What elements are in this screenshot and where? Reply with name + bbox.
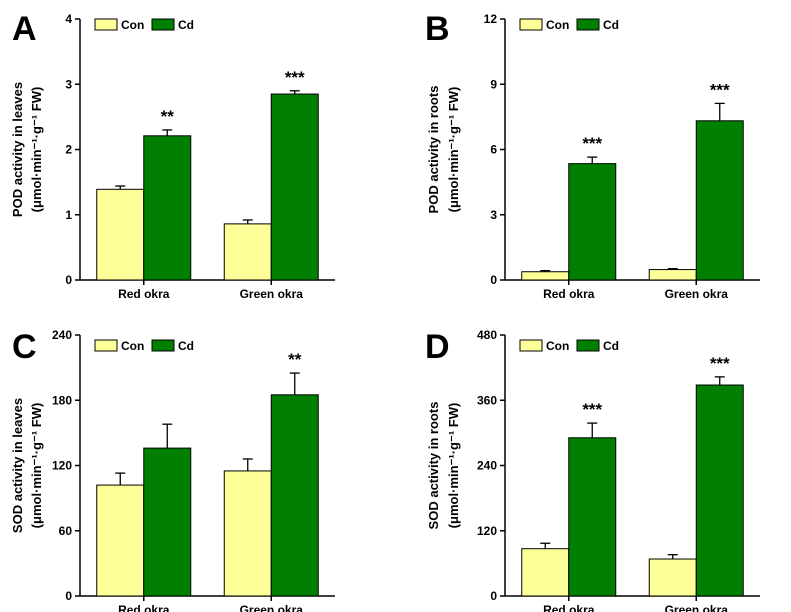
significance-marker: *** bbox=[710, 354, 730, 373]
significance-marker: *** bbox=[582, 134, 602, 153]
y-tick-label: 0 bbox=[65, 589, 72, 603]
y-tick-label: 180 bbox=[52, 393, 72, 407]
legend-label-cd: Cd bbox=[603, 339, 619, 353]
x-category-label: Green okra bbox=[240, 287, 304, 301]
y-tick-label: 6 bbox=[490, 143, 497, 157]
bar-cd-green-okra bbox=[270, 394, 319, 597]
legend-swatch-con bbox=[519, 18, 543, 31]
y-axis-label: POD activity in leaves bbox=[10, 82, 25, 217]
bar-cd-green-okra bbox=[695, 384, 744, 597]
y-axis-label: POD activity in roots bbox=[426, 86, 441, 214]
legend-label-cd: Cd bbox=[178, 339, 194, 353]
x-category-label: Red okra bbox=[118, 287, 170, 301]
panel-d: D 0 120 240 360 480 SOD activity in roots (μmol… bbox=[425, 328, 760, 612]
bar-con-red-okra bbox=[96, 188, 145, 281]
y-tick-label: 2 bbox=[65, 143, 72, 157]
y-tick-label: 240 bbox=[52, 328, 72, 342]
bar-cd-red-okra bbox=[568, 163, 617, 281]
panel-letter: C bbox=[12, 328, 37, 366]
legend-label-con: Con bbox=[546, 339, 569, 353]
legend-swatch-con bbox=[519, 339, 543, 352]
bar-cd-red-okra bbox=[143, 447, 192, 597]
y-axis-unit-label: (μmol·min⁻¹·g⁻¹ FW) bbox=[446, 87, 461, 213]
significance-marker: *** bbox=[710, 80, 730, 99]
y-tick-label: 360 bbox=[477, 393, 497, 407]
y-tick-label: 1 bbox=[65, 208, 72, 222]
x-category-label: Green okra bbox=[665, 287, 729, 301]
bar-con-green-okra bbox=[223, 223, 272, 281]
bar-con-red-okra bbox=[521, 271, 570, 281]
y-tick-label: 3 bbox=[65, 77, 72, 91]
panel-c: C 0 60 120 180 240 SOD activity in leaves (μmol… bbox=[10, 328, 335, 612]
significance-marker: *** bbox=[582, 400, 602, 419]
bar-cd-green-okra bbox=[695, 120, 744, 281]
legend-label-con: Con bbox=[121, 339, 144, 353]
panel-letter: A bbox=[12, 10, 37, 48]
panel-a: A 0 1 2 3 4 POD activity in leaves (μmol·min⁻¹·… bbox=[10, 10, 335, 301]
legend-swatch-cd bbox=[576, 18, 600, 31]
y-axis-label: SOD activity in leaves bbox=[10, 398, 25, 533]
y-tick-label: 480 bbox=[477, 328, 497, 342]
bar-cd-red-okra bbox=[143, 135, 192, 281]
y-tick-label: 0 bbox=[490, 273, 497, 287]
legend-swatch-con bbox=[94, 18, 118, 31]
y-tick-label: 0 bbox=[490, 589, 497, 603]
legend-label-con: Con bbox=[121, 18, 144, 32]
y-axis-label: SOD activity in roots bbox=[426, 402, 441, 530]
legend-label-cd: Cd bbox=[603, 18, 619, 32]
y-axis-unit-label: (μmol·min⁻¹·g⁻¹ FW) bbox=[29, 87, 44, 213]
x-category-label: Red okra bbox=[543, 287, 595, 301]
significance-marker: ** bbox=[161, 107, 175, 126]
legend-swatch-cd bbox=[151, 18, 175, 31]
y-tick-label: 120 bbox=[477, 524, 497, 538]
bar-cd-red-okra bbox=[568, 437, 617, 597]
legend-swatch-con bbox=[94, 339, 118, 352]
x-category-label: Green okra bbox=[665, 603, 729, 612]
legend-label-cd: Cd bbox=[178, 18, 194, 32]
panel-letter: B bbox=[425, 10, 450, 48]
bar-cd-green-okra bbox=[270, 93, 319, 281]
bar-con-green-okra bbox=[648, 269, 697, 281]
bar-con-green-okra bbox=[223, 470, 272, 597]
panel-letter: D bbox=[425, 328, 450, 366]
legend-swatch-cd bbox=[576, 339, 600, 352]
significance-marker: ** bbox=[288, 350, 302, 369]
x-category-label: Red okra bbox=[118, 603, 170, 612]
x-category-label: Red okra bbox=[543, 603, 595, 612]
y-tick-label: 9 bbox=[490, 77, 497, 91]
y-tick-label: 3 bbox=[490, 208, 497, 222]
y-axis-unit-label: (μmol·min⁻¹·g⁻¹ FW) bbox=[29, 403, 44, 529]
y-tick-label: 0 bbox=[65, 273, 72, 287]
y-tick-label: 4 bbox=[65, 12, 72, 26]
y-axis-unit-label: (μmol·min⁻¹·g⁻¹ FW) bbox=[446, 403, 461, 529]
legend-swatch-cd bbox=[151, 339, 175, 352]
significance-marker: *** bbox=[285, 68, 305, 87]
panel-b: B 0 3 6 9 12 POD activity in roots (μmol·min⁻¹·… bbox=[425, 10, 760, 301]
x-category-label: Green okra bbox=[240, 603, 304, 612]
bar-con-red-okra bbox=[96, 484, 145, 597]
bar-con-red-okra bbox=[521, 548, 570, 597]
y-tick-label: 240 bbox=[477, 459, 497, 473]
y-tick-label: 120 bbox=[52, 459, 72, 473]
y-tick-label: 60 bbox=[59, 524, 73, 538]
legend-label-con: Con bbox=[546, 18, 569, 32]
bar-con-green-okra bbox=[648, 558, 697, 597]
y-tick-label: 12 bbox=[484, 12, 498, 26]
